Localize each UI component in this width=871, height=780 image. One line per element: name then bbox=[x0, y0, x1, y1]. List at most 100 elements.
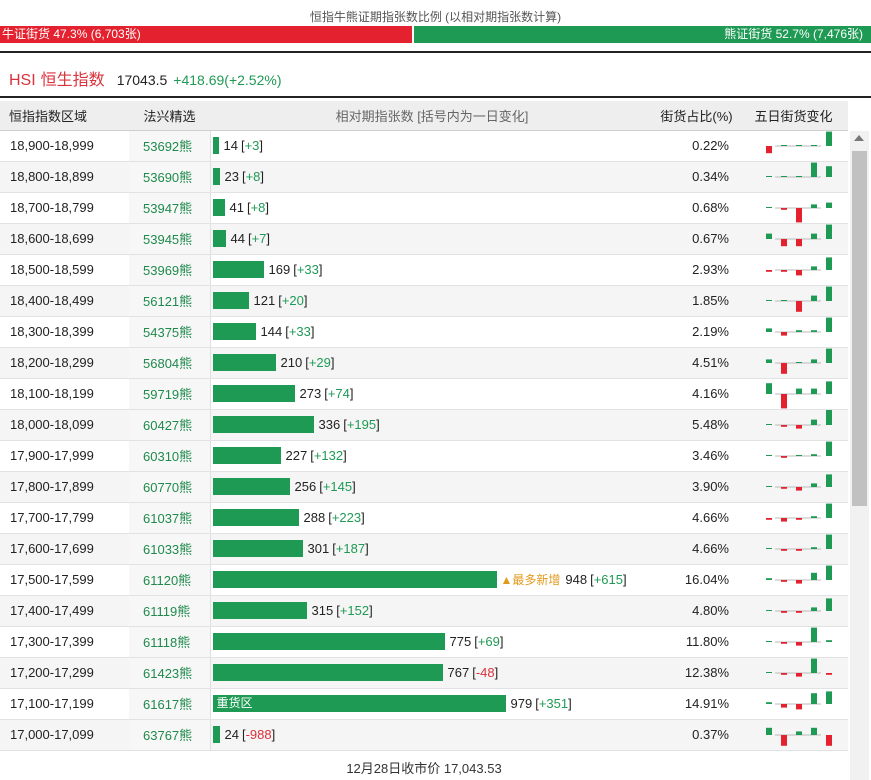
product-code-link[interactable]: 53690熊 bbox=[143, 170, 193, 185]
five-day-sparkline bbox=[766, 202, 832, 222]
sparkline-bar bbox=[811, 727, 817, 735]
col-header-code: 法兴精选 bbox=[129, 101, 210, 131]
contracts-count: 227 bbox=[285, 448, 308, 463]
contracts-bar bbox=[212, 230, 226, 247]
product-code-link[interactable]: 53947熊 bbox=[143, 201, 193, 216]
product-code-cell: 61033熊 bbox=[129, 533, 211, 565]
five-day-change-cell bbox=[739, 595, 848, 627]
daily-change-value: -48 bbox=[475, 665, 495, 680]
product-code-link[interactable]: 61119熊 bbox=[143, 604, 191, 619]
sparkline-bar bbox=[811, 329, 817, 332]
product-code-cell: 53947熊 bbox=[129, 192, 211, 224]
range-cell: 17,500-17,599 bbox=[0, 564, 129, 596]
product-code-link[interactable]: 61033熊 bbox=[143, 542, 193, 557]
table-row: 18,100-18,199 59719熊 273 [+74] 4.16% bbox=[0, 378, 848, 410]
contracts-cell: ▲最多新增 948 [+615] bbox=[210, 564, 654, 596]
sparkline-bar bbox=[781, 269, 787, 272]
daily-change: [+351] bbox=[535, 696, 572, 711]
daily-change: [+132] bbox=[310, 448, 347, 463]
sparkline-bar bbox=[796, 300, 802, 312]
contracts-count: 948 bbox=[565, 572, 588, 587]
product-code-cell: 61423熊 bbox=[129, 657, 211, 689]
product-code-link[interactable]: 53969熊 bbox=[143, 263, 193, 278]
share-cell: 5.48% bbox=[654, 409, 739, 441]
daily-change-value: -988 bbox=[245, 727, 272, 742]
product-code-link[interactable]: 61118熊 bbox=[143, 635, 191, 650]
five-day-sparkline bbox=[766, 627, 832, 646]
index-change: +418.69(+2.52%) bbox=[173, 72, 282, 88]
bear-share-segment: 熊证街货 52.7% (7,476张) bbox=[413, 26, 871, 43]
product-code-cell: 53692熊 bbox=[129, 130, 211, 162]
product-code-link[interactable]: 63767熊 bbox=[143, 728, 193, 743]
contracts-bar bbox=[212, 137, 219, 154]
product-code-link[interactable]: 56121熊 bbox=[143, 294, 193, 309]
sparkline-bar bbox=[766, 701, 772, 704]
sparkline-bar bbox=[766, 609, 772, 611]
contracts-count: 256 bbox=[294, 479, 317, 494]
table-header-row: 恒指指数区域 法兴精选 相对期指张数 [括号内为一日变化] 街货占比(%) 五日… bbox=[0, 101, 848, 131]
sparkline-bar bbox=[796, 486, 802, 491]
product-code-cell: 61120熊 bbox=[129, 564, 211, 596]
sparkline-bar bbox=[796, 730, 802, 735]
product-code-cell: 56121熊 bbox=[129, 285, 211, 317]
product-code-link[interactable]: 53692熊 bbox=[143, 139, 193, 154]
sparkline-bar bbox=[811, 295, 817, 301]
product-code-cell: 60310熊 bbox=[129, 440, 211, 472]
table-row: 18,400-18,499 56121熊 121 [+20] 1.85% bbox=[0, 285, 848, 317]
contracts-bar bbox=[212, 385, 295, 402]
product-code-link[interactable]: 59719熊 bbox=[143, 387, 193, 402]
daily-change-value: +69 bbox=[477, 634, 500, 649]
sparkline-bar bbox=[811, 482, 817, 487]
product-code-link[interactable]: 61120熊 bbox=[143, 573, 192, 588]
share-cell: 4.66% bbox=[654, 502, 739, 534]
contracts-bar bbox=[212, 540, 303, 557]
contracts-count: 288 bbox=[303, 510, 326, 525]
product-code-link[interactable]: 61037熊 bbox=[143, 511, 193, 526]
daily-change-value: +33 bbox=[288, 324, 311, 339]
index-name[interactable]: 恒生指数 bbox=[40, 72, 105, 89]
five-day-change-cell bbox=[739, 347, 848, 379]
vertical-scrollbar[interactable] bbox=[850, 131, 869, 780]
sparkline-bar bbox=[826, 473, 832, 487]
bull-share-segment: 牛证街货 47.3% (6,703张) bbox=[0, 26, 412, 43]
share-cell: 12.38% bbox=[654, 657, 739, 689]
scroll-up-arrow-icon[interactable] bbox=[854, 135, 864, 141]
contracts-bar bbox=[212, 664, 443, 681]
contracts-cell: 273 [+74] bbox=[210, 378, 654, 410]
table-row: 17,800-17,899 60770熊 256 [+145] 3.90% bbox=[0, 471, 848, 503]
sparkline-bar bbox=[766, 358, 772, 363]
sparkline-bar bbox=[766, 327, 772, 332]
contracts-bar bbox=[212, 633, 445, 650]
five-day-sparkline bbox=[766, 534, 832, 551]
product-code-link[interactable]: 61423熊 bbox=[143, 666, 193, 681]
sparkline-bar bbox=[811, 606, 817, 611]
sparkline-bar bbox=[826, 690, 832, 704]
daily-change-value: +8 bbox=[250, 200, 266, 215]
daily-change: [+152] bbox=[336, 603, 373, 618]
table-row: 18,300-18,399 54375熊 144 [+33] 2.19% bbox=[0, 316, 848, 348]
product-code-link[interactable]: 61617熊 bbox=[143, 697, 193, 712]
product-code-link[interactable]: 53945熊 bbox=[143, 232, 193, 247]
product-code-link[interactable]: 60770熊 bbox=[143, 480, 193, 495]
share-cell: 4.66% bbox=[654, 533, 739, 565]
range-cell: 18,100-18,199 bbox=[0, 378, 129, 410]
index-code[interactable]: HSI bbox=[9, 72, 36, 89]
product-code-link[interactable]: 54375熊 bbox=[143, 325, 193, 340]
sparkline-bar bbox=[826, 639, 832, 642]
five-day-change-cell bbox=[739, 533, 848, 565]
sparkline-bar bbox=[826, 165, 832, 177]
share-cell: 3.46% bbox=[654, 440, 739, 472]
contracts-cell: 41 [+8] bbox=[210, 192, 654, 224]
table-row: 18,900-18,999 53692熊 14 [+3] 0.22% bbox=[0, 130, 848, 162]
five-day-sparkline bbox=[766, 224, 832, 246]
sparkline-bar bbox=[796, 579, 802, 584]
product-code-link[interactable]: 60427熊 bbox=[143, 418, 193, 433]
daily-change: [-48] bbox=[472, 665, 499, 680]
share-cell: 0.68% bbox=[654, 192, 739, 224]
product-code-link[interactable]: 56804熊 bbox=[143, 356, 193, 371]
contracts-bar bbox=[212, 199, 225, 216]
sparkline-bar bbox=[781, 144, 787, 146]
sparkline-bar bbox=[796, 388, 802, 394]
scrollbar-thumb[interactable] bbox=[852, 151, 867, 506]
product-code-link[interactable]: 60310熊 bbox=[143, 449, 193, 464]
